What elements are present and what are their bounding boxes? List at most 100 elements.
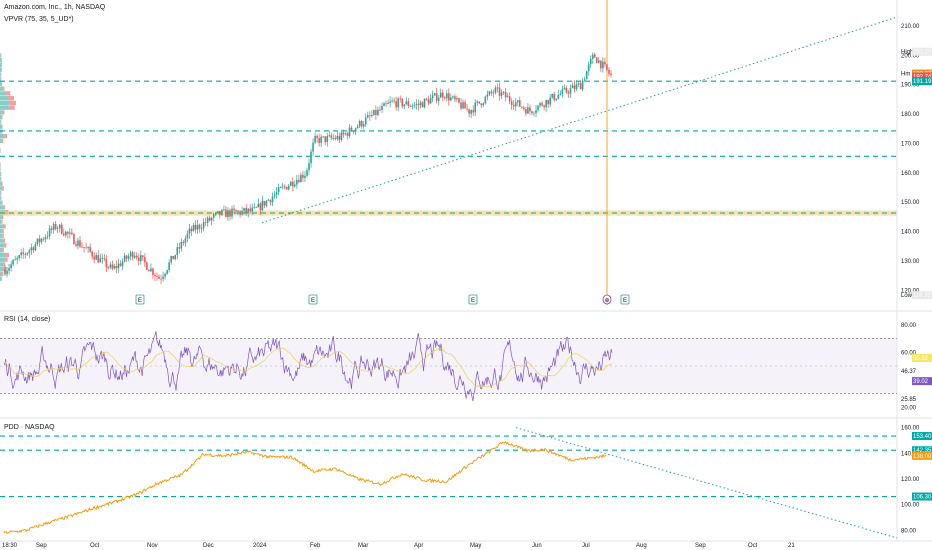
candle-body bbox=[97, 255, 100, 263]
candle-body bbox=[308, 163, 310, 171]
earnings-marker[interactable]: ⊕ bbox=[602, 294, 612, 305]
candle-body bbox=[174, 255, 177, 260]
vpvr-bar bbox=[3, 224, 6, 229]
candle-body bbox=[296, 179, 298, 185]
trend-line[interactable] bbox=[261, 16, 898, 224]
vpvr-bar bbox=[6, 91, 11, 96]
rsi-axis-tick: 60.00 bbox=[901, 350, 917, 356]
candle-body bbox=[518, 100, 521, 107]
earnings-marker[interactable]: E bbox=[620, 294, 630, 305]
vpvr-bar bbox=[3, 205, 6, 210]
candle-body bbox=[93, 256, 95, 260]
price-tag: 191.19 bbox=[912, 77, 932, 86]
pdd-trend-line[interactable] bbox=[515, 427, 898, 539]
candle-body bbox=[298, 179, 300, 183]
candle-body bbox=[154, 275, 156, 277]
candle-body bbox=[77, 240, 79, 246]
earnings-marker[interactable]: E bbox=[468, 294, 478, 305]
candle-body bbox=[533, 112, 535, 114]
earnings-marker[interactable]: E bbox=[135, 294, 145, 305]
candle-body bbox=[202, 222, 205, 229]
time-axis-tick: May bbox=[470, 543, 481, 549]
vpvr-bar bbox=[0, 53, 1, 58]
candle-body bbox=[208, 217, 211, 221]
candle-body bbox=[210, 217, 213, 221]
vpvr-bar bbox=[8, 105, 15, 110]
candle-body bbox=[352, 131, 355, 133]
vpvr-bar bbox=[0, 271, 2, 277]
vpvr-bar bbox=[3, 238, 6, 243]
price-tag-box bbox=[912, 72, 932, 81]
vpvr-bar bbox=[1, 276, 2, 281]
vpvr-bar bbox=[0, 248, 3, 253]
vpvr-bar bbox=[3, 243, 7, 248]
vpvr-bar bbox=[1, 81, 2, 87]
pdd-symbol-label[interactable]: PDD · NASDAQ bbox=[4, 424, 55, 431]
vpvr-bar bbox=[0, 67, 2, 72]
candle-body bbox=[109, 264, 112, 268]
rsi-axis-tick: 80.00 bbox=[901, 323, 917, 329]
candle-body bbox=[316, 135, 318, 139]
candle-body bbox=[523, 107, 525, 110]
pdd-axis-tick: 120.00 bbox=[901, 477, 920, 483]
earnings-marker[interactable]: E bbox=[308, 294, 318, 305]
candle-body bbox=[431, 95, 434, 99]
candle-body bbox=[56, 228, 59, 229]
earnings-marker-label: E bbox=[138, 298, 142, 304]
vpvr-bar bbox=[1, 214, 4, 220]
vpvr-bar bbox=[0, 233, 3, 239]
candle-body bbox=[312, 142, 314, 152]
vpvr-bar bbox=[2, 186, 4, 191]
candle-body bbox=[494, 87, 497, 93]
price-tag-box bbox=[912, 291, 932, 300]
vpvr-bar bbox=[0, 176, 1, 182]
candle-body bbox=[67, 231, 69, 234]
candle-body bbox=[567, 92, 570, 94]
vpvr-bar bbox=[0, 181, 2, 186]
candle-body bbox=[506, 96, 509, 98]
candle-body bbox=[281, 186, 284, 188]
price-tag-label: 118.35 bbox=[913, 293, 932, 299]
pdd-tag-box bbox=[912, 446, 932, 455]
vpvr-bar bbox=[0, 243, 4, 248]
vpvr-bar bbox=[0, 267, 4, 272]
pdd-axis-tick: 100.00 bbox=[901, 503, 920, 509]
pdd-axis-tick: 80.00 bbox=[901, 528, 917, 534]
candle-body bbox=[379, 109, 381, 111]
candle-body bbox=[514, 102, 517, 107]
candle-body bbox=[58, 224, 61, 229]
candle-body bbox=[397, 98, 399, 108]
rsi-indicator-label[interactable]: RSI (14, close) bbox=[4, 316, 51, 323]
candle-body bbox=[188, 228, 191, 234]
candle-body bbox=[413, 104, 416, 106]
candle-body bbox=[119, 263, 122, 266]
time-axis-tick: Dec bbox=[203, 543, 214, 549]
candle-body bbox=[48, 228, 51, 237]
candle-body bbox=[360, 121, 363, 127]
candle-body bbox=[137, 257, 140, 262]
time-axis-tick: Feb bbox=[310, 543, 321, 549]
candle-body bbox=[496, 87, 499, 89]
candle-body bbox=[450, 97, 452, 101]
candle-body bbox=[439, 92, 442, 98]
candle-body bbox=[332, 137, 335, 139]
candle-body bbox=[150, 268, 152, 272]
vpvr-bar bbox=[2, 229, 4, 234]
candle-body bbox=[600, 60, 602, 69]
earnings-marker-label: E bbox=[471, 298, 475, 304]
candle-body bbox=[200, 228, 203, 230]
candle-body bbox=[225, 209, 227, 218]
candle-body bbox=[275, 192, 278, 195]
vpvr-bar bbox=[0, 77, 2, 82]
candle-body bbox=[549, 97, 551, 105]
candle-body bbox=[385, 103, 387, 105]
candle-body bbox=[470, 110, 472, 114]
rsi-ma-line bbox=[3, 347, 613, 388]
candle-body bbox=[460, 102, 462, 109]
candle-body bbox=[34, 244, 37, 251]
candle-body bbox=[287, 185, 290, 190]
candle-body bbox=[95, 255, 98, 260]
vpvr-indicator-label[interactable]: VPVR (75, 35, 5_UD*) bbox=[4, 16, 74, 23]
candle-body bbox=[423, 98, 426, 108]
